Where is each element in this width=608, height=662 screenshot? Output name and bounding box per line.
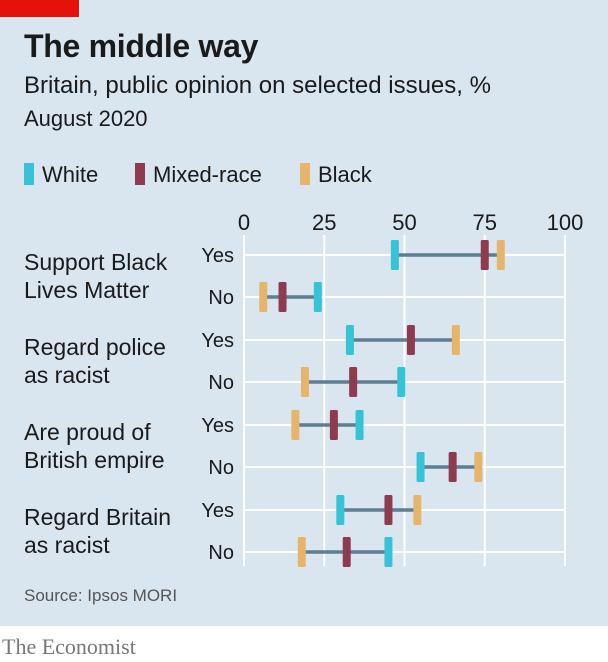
- response-label-are-proud-of-british-empire-yes: Yes: [201, 415, 234, 437]
- category-label-support-black-lives-matter-line-1: Support Black: [24, 249, 168, 275]
- category-label-support-black-lives-matter-line-2: Lives Matter: [24, 277, 150, 303]
- marker-regard-britain-as-racist-yes-white: [336, 495, 345, 525]
- category-label-are-proud-of-british-empire-line-1: Are proud of: [24, 419, 151, 445]
- marker-support-black-lives-matter-no-mixed-race: [278, 282, 287, 312]
- legend-item-white: White: [24, 162, 98, 188]
- marker-regard-police-as-racist-no-mixed-race: [349, 367, 358, 397]
- legend-swatch-mixed-race: [135, 163, 145, 185]
- legend-label-black: Black: [318, 162, 372, 187]
- marker-are-proud-of-british-empire-yes-mixed-race: [329, 410, 338, 440]
- response-label-regard-britain-as-racist-yes: Yes: [201, 500, 234, 522]
- marker-are-proud-of-british-empire-yes-white: [355, 410, 364, 440]
- category-label-regard-police-as-racist-line-2: as racist: [24, 362, 110, 388]
- response-label-regard-police-as-racist-yes: Yes: [201, 330, 234, 352]
- brand-wordmark: The Economist: [2, 634, 136, 659]
- category-label-regard-britain-as-racist-line-1: Regard Britain: [24, 504, 171, 530]
- red-tag: [0, 0, 79, 17]
- marker-are-proud-of-british-empire-no-mixed-race: [448, 452, 457, 482]
- x-tick-label-25: 25: [312, 210, 336, 235]
- marker-support-black-lives-matter-yes-white: [390, 240, 399, 270]
- marker-regard-britain-as-racist-yes-black: [413, 495, 422, 525]
- marker-support-black-lives-matter-no-white: [313, 282, 322, 312]
- legend-swatch-black: [300, 163, 310, 185]
- source-note: Source: Ipsos MORI: [24, 586, 178, 605]
- marker-support-black-lives-matter-no-black: [259, 282, 268, 312]
- response-label-support-black-lives-matter-yes: Yes: [201, 245, 234, 267]
- marker-are-proud-of-british-empire-no-black: [474, 452, 483, 482]
- marker-regard-britain-as-racist-yes-mixed-race: [384, 495, 393, 525]
- legend-item-mixed-race: Mixed-race: [135, 162, 262, 188]
- chart-panel: The middle way Britain, public opinion o…: [0, 0, 608, 626]
- response-label-support-black-lives-matter-no: No: [208, 287, 234, 309]
- marker-regard-police-as-racist-no-white: [397, 367, 406, 397]
- chart-subtitle: Britain, public opinion on selected issu…: [24, 72, 491, 99]
- response-label-are-proud-of-british-empire-no: No: [208, 457, 234, 479]
- marker-regard-britain-as-racist-no-white: [384, 537, 393, 567]
- category-label-regard-police-as-racist-line-1: Regard police: [24, 334, 166, 360]
- x-tick-label-0: 0: [238, 210, 250, 235]
- marker-regard-police-as-racist-yes-mixed-race: [406, 325, 415, 355]
- marker-are-proud-of-british-empire-no-white: [416, 452, 425, 482]
- chart-title: The middle way: [24, 28, 259, 64]
- marker-regard-police-as-racist-no-black: [300, 367, 309, 397]
- marker-are-proud-of-british-empire-yes-black: [291, 410, 300, 440]
- response-label-regard-britain-as-racist-no: No: [208, 542, 234, 564]
- legend-label-white: White: [42, 162, 99, 187]
- marker-regard-britain-as-racist-no-black: [297, 537, 306, 567]
- x-tick-label-75: 75: [473, 210, 497, 235]
- x-tick-label-100: 100: [547, 210, 584, 235]
- marker-regard-police-as-racist-yes-black: [451, 325, 460, 355]
- marker-regard-police-as-racist-yes-white: [345, 325, 354, 355]
- marker-support-black-lives-matter-yes-mixed-race: [480, 240, 489, 270]
- category-label-are-proud-of-british-empire-line-2: British empire: [24, 447, 165, 473]
- marker-regard-britain-as-racist-no-mixed-race: [342, 537, 351, 567]
- response-label-regard-police-as-racist-no: No: [208, 372, 234, 394]
- marker-support-black-lives-matter-yes-black: [496, 240, 505, 270]
- legend-item-black: Black: [300, 162, 372, 188]
- legend-label-mixed-race: Mixed-race: [153, 162, 262, 187]
- legend-swatch-white: [24, 163, 34, 185]
- category-label-regard-britain-as-racist-line-2: as racist: [24, 532, 110, 558]
- x-tick-label-50: 50: [392, 210, 416, 235]
- chart-period: August 2020: [24, 106, 148, 131]
